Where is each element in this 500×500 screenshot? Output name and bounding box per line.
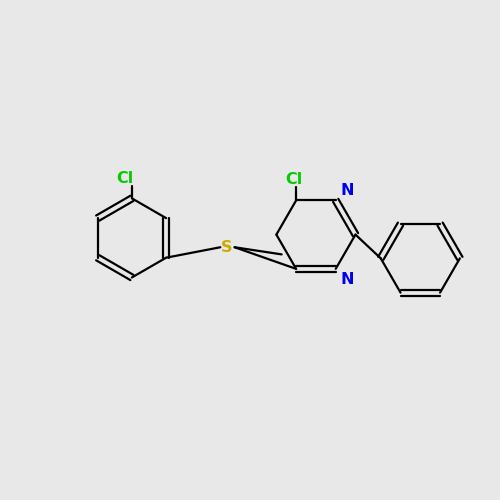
Text: N: N bbox=[340, 182, 353, 198]
Text: Cl: Cl bbox=[285, 172, 302, 186]
Text: Cl: Cl bbox=[116, 172, 134, 186]
Text: S: S bbox=[221, 240, 232, 255]
Text: N: N bbox=[340, 272, 353, 286]
